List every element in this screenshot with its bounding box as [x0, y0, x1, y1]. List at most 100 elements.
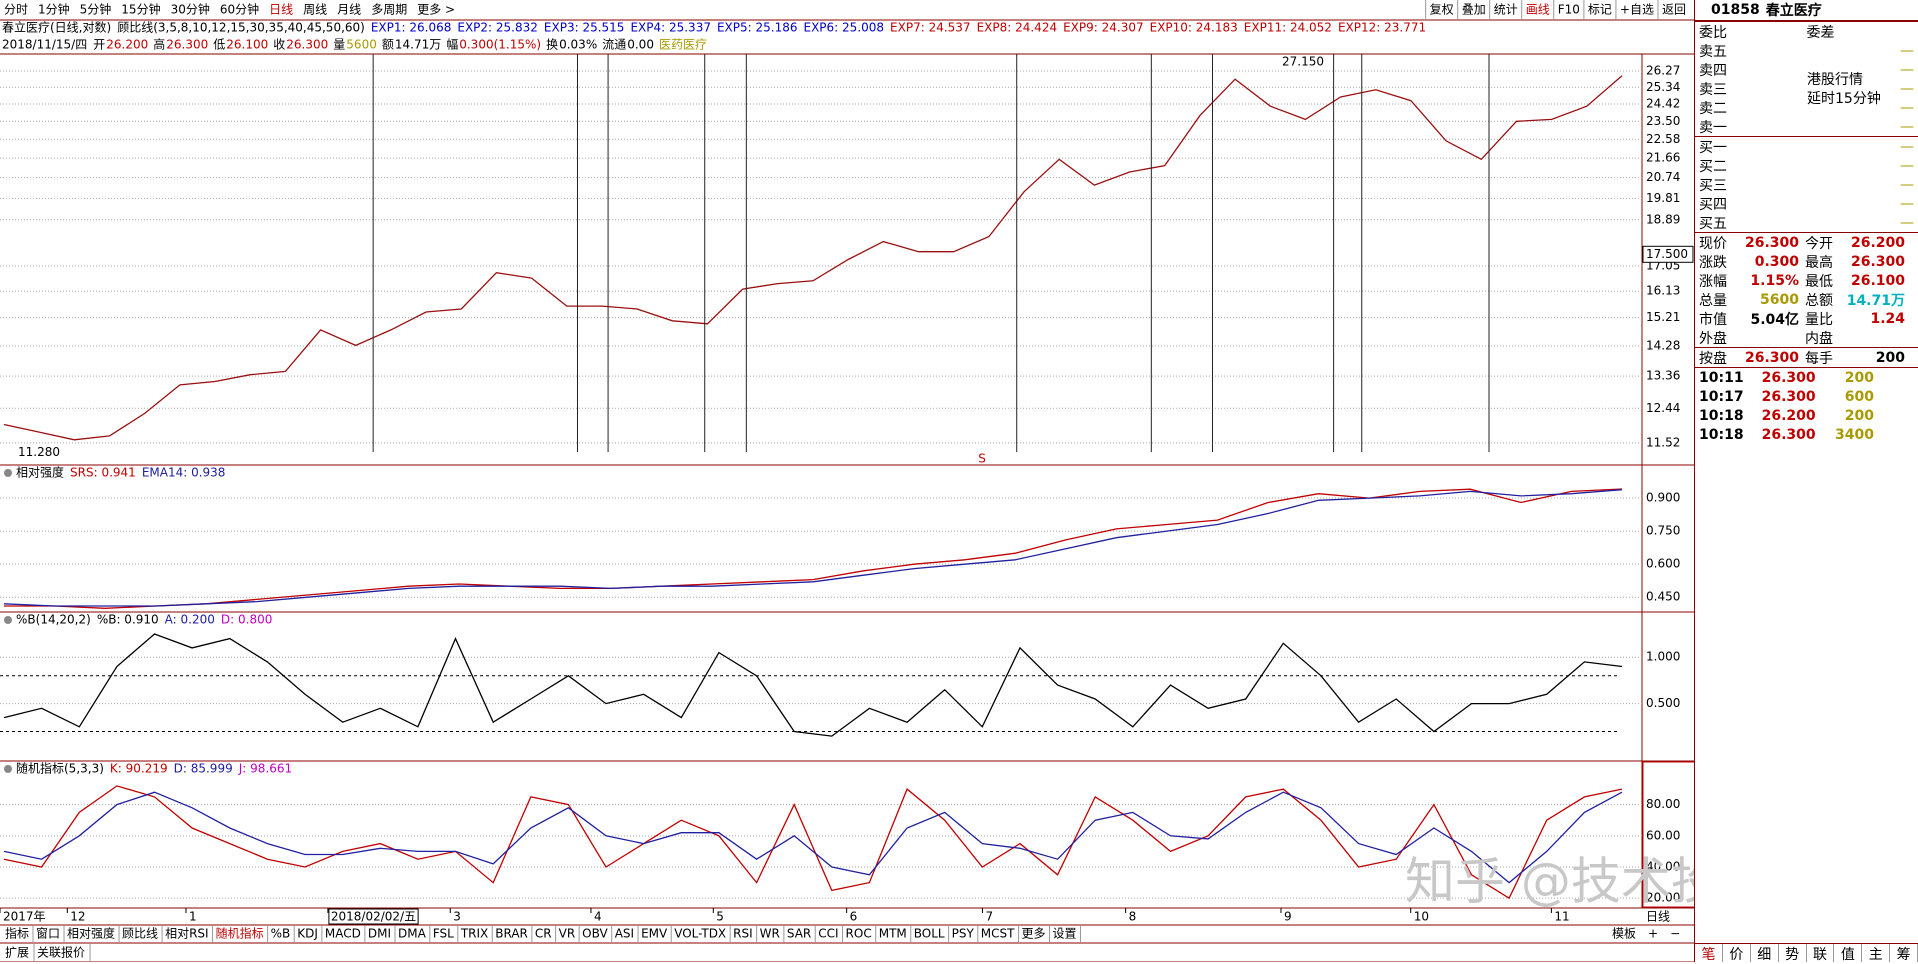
indicator-tab[interactable]: BRAR: [495, 927, 528, 941]
exp-value: EXP10: 24.183: [1150, 21, 1238, 35]
toolbar-button[interactable]: +自选: [1620, 3, 1654, 17]
period-tab[interactable]: 月线: [337, 3, 361, 17]
indicator-tab[interactable]: TRIX: [460, 927, 488, 941]
side-tab[interactable]: 筹: [1890, 944, 1918, 963]
legend-entry: %B: 0.910: [97, 613, 159, 627]
stat-row: 涨跌 0.300 最高 26.300: [1695, 252, 1918, 271]
indicator-tab[interactable]: MACD: [325, 927, 361, 941]
side-tab[interactable]: 笔: [1695, 944, 1723, 963]
indicator-tab[interactable]: PSY: [952, 927, 975, 941]
period-tab[interactable]: 30分钟: [171, 2, 210, 17]
stat-row: 涨幅 1.15% 最低 26.100: [1695, 271, 1918, 290]
indicator-tab[interactable]: BOLL: [914, 927, 945, 941]
y-tick-label: 0.500: [1646, 696, 1680, 710]
indicator-tab[interactable]: 窗口: [36, 927, 60, 941]
template-button[interactable]: 模板: [1612, 927, 1636, 941]
period-tab[interactable]: 更多 >: [417, 3, 455, 17]
legend-entry: A: 0.200: [165, 613, 215, 627]
trade-cell: 600: [1844, 388, 1874, 405]
indicator-tab[interactable]: MTM: [879, 927, 907, 941]
info-value: 0.300(1.15%): [459, 38, 541, 52]
bottom-tab[interactable]: 扩展: [5, 946, 29, 960]
indicator-tab[interactable]: %B: [271, 927, 291, 941]
toolbar-button[interactable]: 画线: [1526, 3, 1550, 17]
indicator-tab[interactable]: FSL: [433, 927, 454, 941]
indicator-tab[interactable]: RSI: [733, 927, 753, 941]
exp-value: EXP9: 24.307: [1063, 21, 1144, 35]
trade-cell: 10:17: [1699, 388, 1744, 405]
indicator-tab[interactable]: 相对强度: [67, 926, 115, 941]
chart-area: 分时 1分钟 5分钟 15分钟 30分钟 60分钟 日线 周线 月线 多周期 更多 > 返回+自选标记…: [0, 0, 1694, 962]
indicator-tab[interactable]: 顾比线: [122, 927, 158, 941]
trades: 10:11 26.300 200 10:17 26.300 600 10:18 26.200 2…: [1695, 367, 1918, 444]
period-tab[interactable]: 60分钟: [220, 2, 259, 17]
indicator-tab[interactable]: CR: [535, 927, 552, 941]
indicator-tab[interactable]: DMI: [368, 927, 391, 941]
y-tick-label: 60.00: [1646, 828, 1680, 842]
panel-icon: [4, 616, 12, 624]
indicator-name: 顾比线(3,5,8,10,12,15,30,35,40,45,50,60): [117, 21, 365, 35]
period-label: 日线: [1646, 910, 1670, 924]
indicator-tab[interactable]: VOL-TDX: [674, 927, 726, 941]
period-tab[interactable]: 周线: [303, 3, 327, 17]
axis-highlight: [1642, 761, 1694, 908]
indicator-tab[interactable]: 更多: [1021, 927, 1045, 941]
side-tab[interactable]: 联: [1807, 944, 1835, 963]
side-tab[interactable]: 势: [1779, 944, 1807, 963]
side-tab[interactable]: 主: [1862, 944, 1891, 963]
period-tab[interactable]: 15分钟: [121, 2, 160, 17]
book-level: 卖一: [1699, 119, 1727, 136]
indicator-tab[interactable]: DMA: [398, 927, 427, 941]
side-tab[interactable]: 细: [1751, 944, 1779, 963]
period-tab[interactable]: 1分钟: [38, 2, 70, 17]
period-tab[interactable]: 分时: [4, 3, 28, 17]
quote-panel: 01858 春立医疗 委比 委差 卖五 — 卖四 — 卖三 — 卖二 — 卖一 — 港股行情 延时15分钟 买一…: [1694, 0, 1918, 963]
book-row: 卖一 —: [1695, 117, 1918, 136]
period-tab[interactable]: 5分钟: [80, 2, 112, 17]
indicator-tab[interactable]: 随机指标: [216, 926, 264, 941]
indicator-tab[interactable]: OBV: [582, 927, 608, 941]
period-tab[interactable]: 日线: [269, 3, 293, 17]
template-button[interactable]: −: [1670, 927, 1680, 941]
min-label: 11.280: [18, 445, 60, 459]
stat-value: 26.300: [1744, 234, 1799, 251]
indicator-tab[interactable]: SAR: [787, 927, 811, 941]
period-tab[interactable]: 多周期: [371, 3, 407, 17]
book-row: 买一 —: [1695, 137, 1918, 156]
indicator-tab[interactable]: 设置: [1053, 927, 1077, 941]
template-button[interactable]: +: [1648, 927, 1658, 941]
stat-label: 现价: [1699, 235, 1727, 252]
indicator-tab[interactable]: CCI: [818, 927, 838, 941]
toolbar-button[interactable]: 返回: [1662, 3, 1686, 17]
indicator-tab[interactable]: ROC: [846, 927, 872, 941]
indicator-tab[interactable]: KDJ: [297, 927, 318, 941]
panel-icon: [4, 765, 12, 773]
indicator-tab[interactable]: 指标: [5, 926, 29, 941]
panel-title: 随机指标(5,3,3): [16, 761, 104, 776]
exp-value: EXP2: 25.832: [457, 21, 538, 35]
indicator-tab[interactable]: WR: [760, 927, 780, 941]
exp-value: EXP12: 23.771: [1338, 21, 1426, 35]
indicator-tab[interactable]: MCST: [981, 927, 1015, 941]
info-value: 5600: [346, 38, 377, 52]
y-tick-label: 26.27: [1646, 64, 1680, 78]
book-row: 卖三 —: [1695, 79, 1918, 98]
toolbar-button[interactable]: 标记: [1588, 3, 1612, 17]
book-dash: —: [1900, 138, 1914, 155]
bottom-tab[interactable]: 关联报价: [37, 945, 85, 960]
book-level: 买二: [1699, 158, 1727, 175]
side-tab[interactable]: 价: [1723, 944, 1751, 963]
toolbar-button[interactable]: 统计: [1494, 3, 1518, 17]
side-tab[interactable]: 值: [1834, 944, 1863, 963]
indicator-tab[interactable]: VR: [559, 927, 576, 941]
book-row: 卖二 —: [1695, 98, 1918, 117]
indicator-tab[interactable]: ASI: [615, 927, 634, 941]
toolbar-button[interactable]: 叠加: [1462, 3, 1486, 17]
indicator-tab[interactable]: 相对RSI: [165, 927, 209, 941]
toolbar-button[interactable]: 复权: [1430, 3, 1454, 17]
toolbar-button[interactable]: F10: [1558, 3, 1580, 17]
stat-value: 5.04亿: [1750, 311, 1799, 328]
y-tick-label: 14.28: [1646, 339, 1680, 353]
indicator-tab[interactable]: EMV: [641, 927, 668, 941]
stat-value: 14.71万: [1846, 292, 1905, 309]
